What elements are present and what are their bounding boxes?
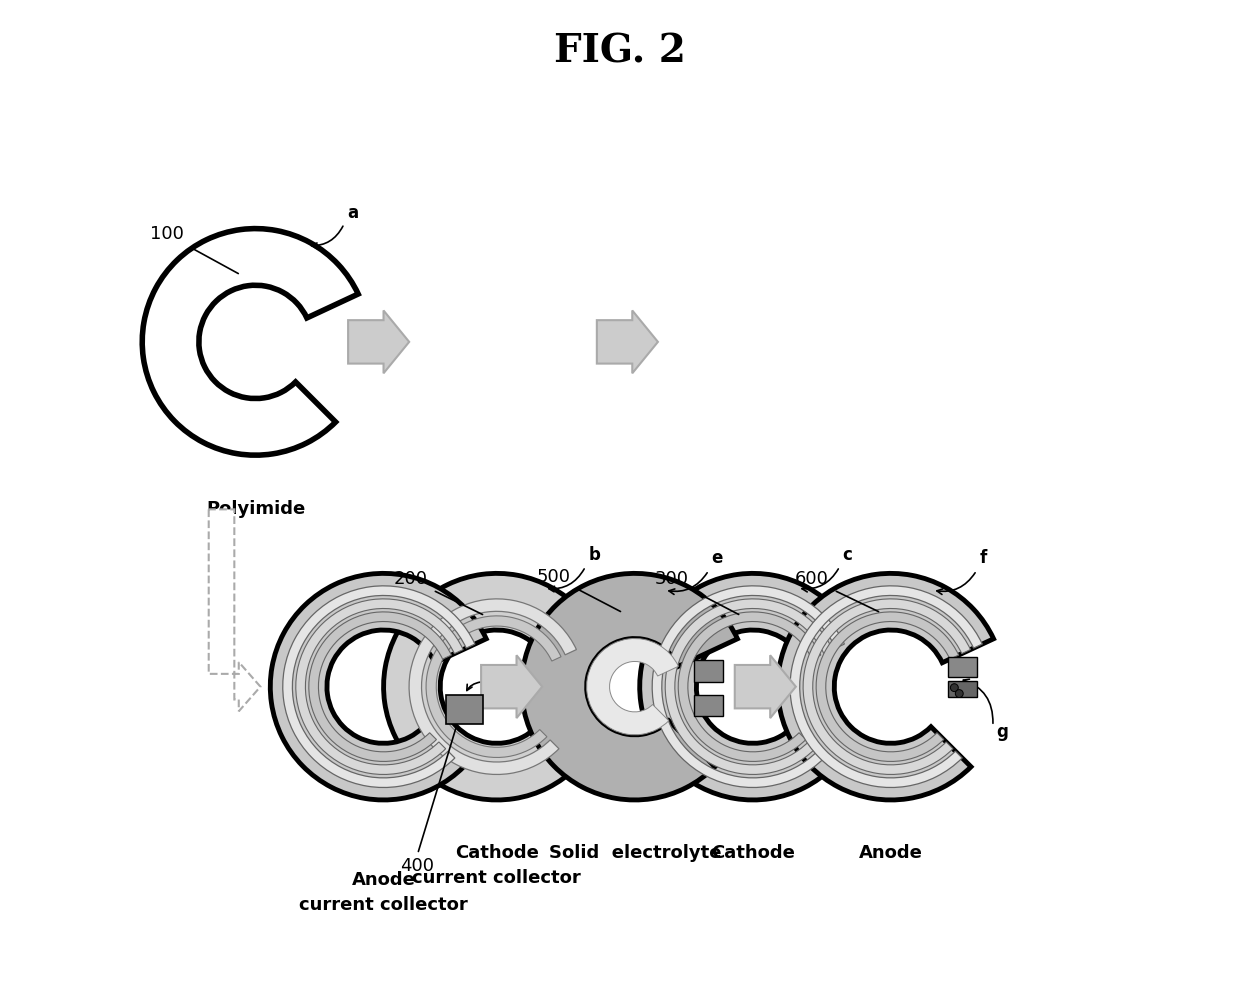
Wedge shape (804, 598, 971, 774)
Wedge shape (296, 598, 464, 774)
Bar (693, 694, 723, 716)
Text: 300: 300 (655, 570, 689, 588)
Circle shape (955, 689, 963, 697)
Text: Solid  electrolyte: Solid electrolyte (548, 844, 720, 862)
Wedge shape (409, 598, 577, 774)
Bar (446, 694, 484, 724)
Wedge shape (790, 585, 982, 787)
Text: 500: 500 (537, 568, 570, 586)
Wedge shape (383, 573, 599, 800)
Wedge shape (309, 612, 451, 761)
Text: 600: 600 (795, 570, 828, 588)
Text: c: c (843, 545, 853, 563)
Polygon shape (596, 311, 658, 374)
Wedge shape (143, 229, 358, 456)
Circle shape (950, 683, 959, 691)
Text: Polyimide: Polyimide (206, 500, 305, 517)
Bar (947, 680, 977, 696)
Wedge shape (640, 573, 856, 800)
Text: 200: 200 (394, 570, 428, 588)
Polygon shape (208, 509, 260, 711)
Text: a: a (347, 204, 358, 222)
Bar (947, 657, 977, 676)
Text: 400: 400 (401, 857, 434, 875)
Text: Cathode
current collector: Cathode current collector (413, 844, 582, 887)
Wedge shape (587, 638, 678, 735)
Polygon shape (481, 655, 542, 718)
Text: f: f (980, 549, 987, 567)
Text: Cathode: Cathode (711, 844, 795, 862)
Wedge shape (665, 598, 832, 774)
Wedge shape (652, 585, 844, 787)
Text: e: e (712, 549, 723, 567)
Polygon shape (348, 311, 409, 374)
Wedge shape (777, 573, 993, 800)
Text: b: b (589, 545, 600, 563)
Wedge shape (522, 573, 738, 800)
Text: Anode
current collector: Anode current collector (299, 871, 467, 914)
Text: 100: 100 (150, 226, 184, 244)
Text: Anode: Anode (859, 844, 923, 862)
Wedge shape (283, 585, 475, 787)
Wedge shape (270, 573, 486, 800)
Wedge shape (816, 612, 959, 761)
Wedge shape (427, 615, 560, 757)
Text: FIG. 2: FIG. 2 (554, 32, 686, 70)
Bar (693, 660, 723, 681)
Polygon shape (735, 655, 796, 718)
Text: g: g (996, 723, 1008, 741)
Wedge shape (678, 612, 821, 761)
Text: d: d (487, 675, 500, 693)
